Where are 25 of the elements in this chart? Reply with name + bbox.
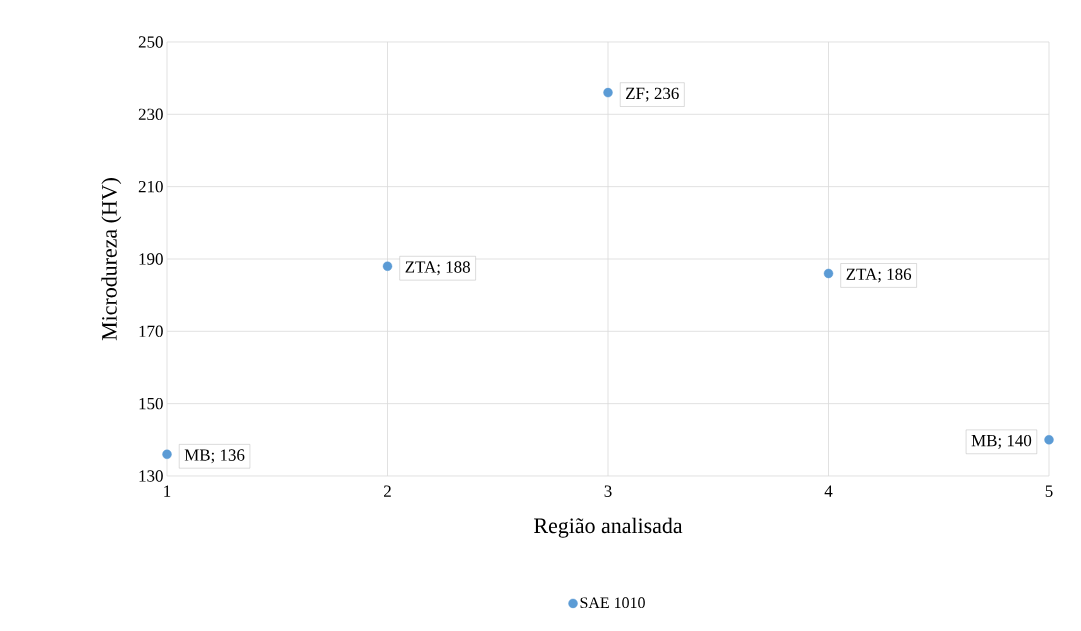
x-tick-label: 2 <box>384 485 391 497</box>
point <box>382 261 393 271</box>
y-axis-title: Microdureza (HV) <box>101 178 122 341</box>
data-label: ZF; 236 <box>626 87 679 102</box>
legend-label: SAE 1010 <box>580 597 645 609</box>
y-tick-label: 230 <box>138 108 163 121</box>
point <box>823 268 834 279</box>
x-tick-label: 5 <box>1045 485 1053 497</box>
x-tick-label: 1 <box>164 485 171 497</box>
y-tick-label: 130 <box>139 470 163 482</box>
data-label: ZTA; 186 <box>846 268 912 283</box>
point <box>1044 435 1054 445</box>
y-tick-label: 250 <box>138 36 163 48</box>
x-tick-label: 4 <box>824 485 833 497</box>
x-tick-label: 3 <box>604 485 612 497</box>
y-tick-label: 150 <box>139 397 163 410</box>
x-axis-title: Região analisada <box>534 517 683 538</box>
point <box>162 449 172 459</box>
y-tick-label: 210 <box>138 180 163 193</box>
y-tick-label: 190 <box>139 253 163 265</box>
data-label: ZTA; 188 <box>405 261 470 276</box>
data-label: MB; 136 <box>184 449 245 464</box>
point <box>603 87 613 98</box>
data-label: MB; 140 <box>971 434 1032 449</box>
y-tick-label: 170 <box>139 325 163 338</box>
